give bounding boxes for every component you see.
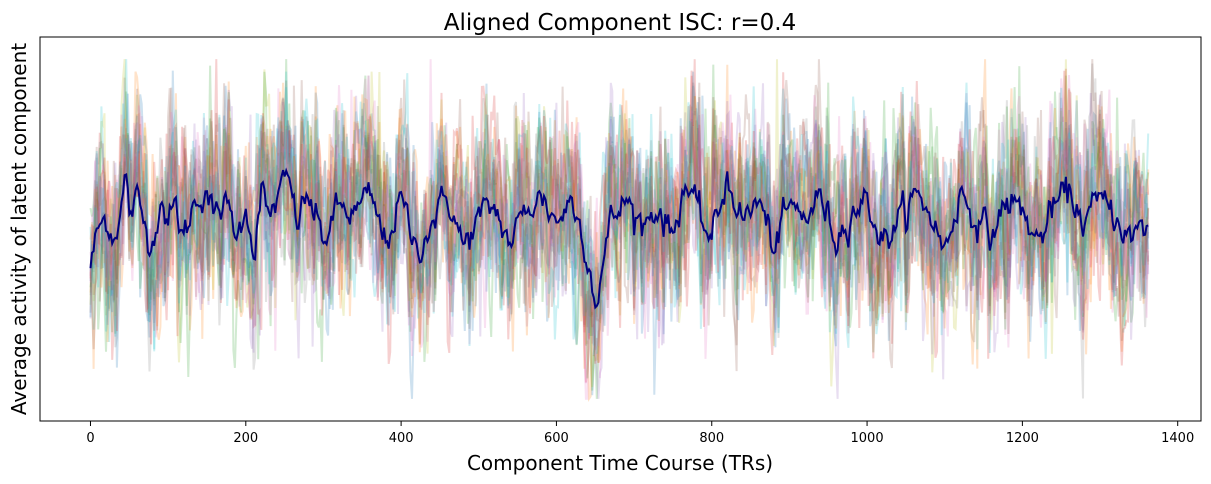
subject-series-line [89,59,1150,387]
plot-frame [39,36,1202,422]
x-tick-label: 200 [233,431,258,446]
subject-series-line [89,68,1150,383]
x-tick-label: 400 [389,431,414,446]
subject-series-line [89,59,1150,366]
subject-series-line [89,89,1150,384]
subject-series-line [89,83,1150,399]
chart-title: Aligned Component ISC: r=0.4 [444,10,796,36]
subject-series-line [89,71,1150,402]
subject-series-line [89,59,1150,346]
subject-series-line [89,70,1150,399]
subject-series-line [89,71,1150,354]
x-tick-label: 600 [544,431,569,446]
x-tick-label: 1400 [1161,431,1194,446]
subject-series-line [89,59,1150,369]
x-tick-label: 1200 [1006,431,1039,446]
subject-series-line [89,59,1150,359]
x-tick-label: 800 [699,431,724,446]
x-tick-label: 0 [86,431,94,446]
y-axis-label: Average activity of latent component [7,43,31,415]
mean-series-group [89,167,1149,310]
subject-series-line [89,71,1150,368]
x-axis: 0 200 400 600 800 1000 1200 1400 [86,421,1194,446]
x-tick-label: 1000 [851,431,884,446]
mean-series-line [89,167,1149,310]
subject-series-line [89,59,1150,400]
subject-series-line [89,82,1150,399]
x-axis-label: Component Time Course (TRs) [467,451,773,475]
